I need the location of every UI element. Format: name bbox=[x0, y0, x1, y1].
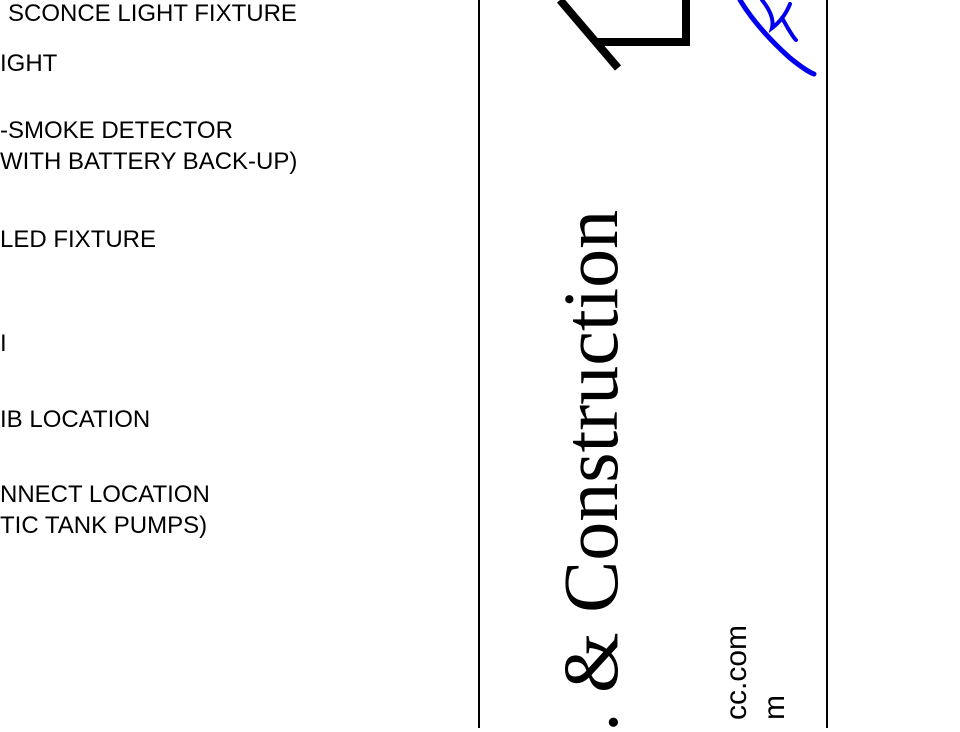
title-block bbox=[478, 0, 828, 728]
legend-item-led-fixture: LED FIXTURE bbox=[0, 226, 157, 253]
legend-item-smoke-detector: -SMOKE DETECTOR bbox=[0, 117, 233, 144]
legend-item-disconnect-note: TIC TANK PUMPS) bbox=[0, 512, 208, 539]
house-logo-icon bbox=[556, 0, 690, 71]
company-logo bbox=[556, 0, 817, 77]
contact-website: cc.com bbox=[720, 624, 753, 720]
legend-item-light: IGHT bbox=[0, 50, 58, 77]
legend-item-gfci-location: IB LOCATION bbox=[0, 406, 151, 433]
signature-icon bbox=[737, 0, 817, 77]
company-name: . & Construction bbox=[547, 209, 634, 732]
legend-item-sconce-light: SCONCE LIGHT FIXTURE bbox=[8, 0, 297, 27]
legend-item-i: I bbox=[0, 330, 7, 357]
contact-email: m bbox=[758, 695, 791, 720]
legend-item-smoke-detector-note: WITH BATTERY BACK-UP) bbox=[0, 148, 298, 175]
legend-item-disconnect-location: NNECT LOCATION bbox=[0, 481, 210, 508]
